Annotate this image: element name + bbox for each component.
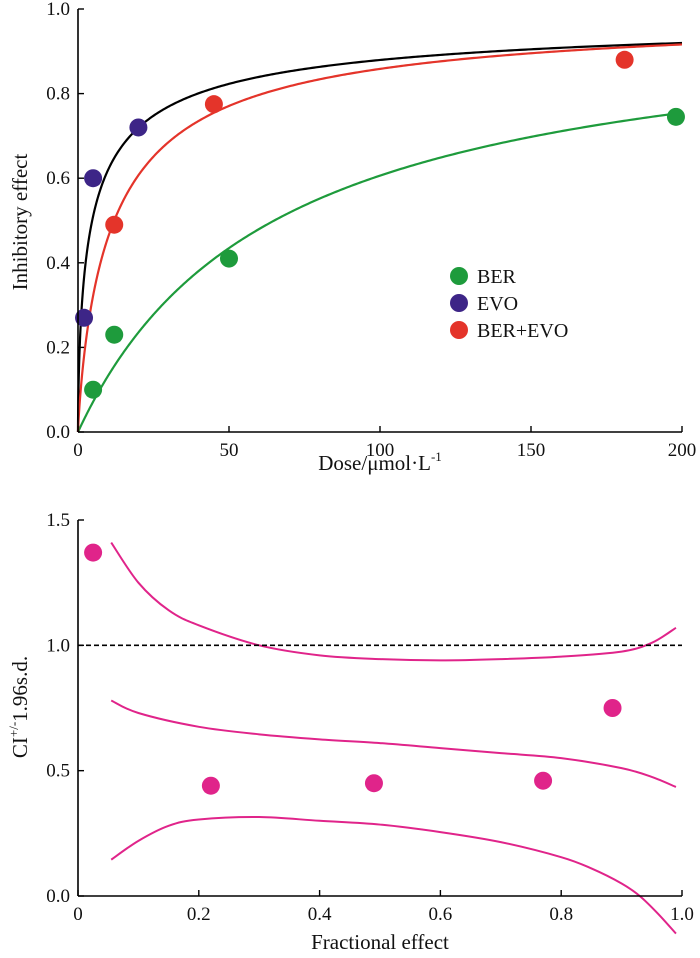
- ci-point: [364, 774, 383, 793]
- y-axis-title: Inhibitory effect: [8, 154, 32, 291]
- combination-index-chart: 0.0 0.5 1.0 1.5 0 0.2 0.4 0.6 0.8 1.0 Fractional…: [6, 510, 694, 954]
- legend-marker-ber: [450, 267, 468, 285]
- x-axis-title: Dose/μmol·L-1: [318, 449, 442, 475]
- x-tick-label: 0: [73, 440, 83, 461]
- x-tick-label: 50: [220, 440, 239, 461]
- point-evo: [129, 118, 148, 137]
- legend-marker-evo: [450, 294, 468, 312]
- y-tick-label: 0.8: [46, 84, 70, 105]
- x-ticks: 0 0.2 0.4 0.6 0.8 1.0: [73, 890, 694, 925]
- y-ticks: 0.0 0.5 1.0 1.5: [46, 510, 84, 907]
- y-tick-label: 0.2: [46, 337, 70, 358]
- x-ticks: 0 50 100 150 200: [73, 426, 696, 461]
- line-ci-mean: [110, 699, 677, 788]
- legend-label-ber: BER: [477, 266, 517, 288]
- x-tick-label: 150: [517, 440, 546, 461]
- dose-response-axes: [77, 9, 682, 433]
- y-ticks: 0.0 0.2 0.4 0.6 0.8 1.0: [46, 0, 84, 443]
- y-tick-label: 0.0: [46, 886, 70, 907]
- x-axis-title: Fractional effect: [311, 930, 449, 954]
- y-axis-title: CI+/-1.96s.d.: [6, 656, 32, 758]
- curve-ber-evo: [76, 43, 683, 433]
- x-tick-label: 0.8: [549, 904, 573, 925]
- y-tick-label: 0.0: [46, 422, 70, 443]
- dose-response-chart: 0.0 0.2 0.4 0.6 0.8 1.0 0 50 100 150 200 Dose/μmo…: [8, 0, 696, 475]
- y-tick-label: 0.4: [46, 253, 70, 274]
- point-ber: [666, 107, 685, 126]
- ci-point: [534, 771, 553, 790]
- ci-point: [603, 699, 622, 717]
- x-tick-label: 0.6: [429, 904, 453, 925]
- curve-ber: [76, 111, 683, 433]
- line-lower-bound: [110, 816, 677, 935]
- ci-axes: [77, 520, 682, 897]
- ci-points: [84, 543, 622, 795]
- ci-point: [201, 776, 220, 795]
- ci-point: [84, 543, 103, 562]
- point-ber-evo: [615, 50, 634, 69]
- x-tick-label: 1.0: [670, 904, 694, 925]
- dose-response-curves: [76, 41, 683, 433]
- point-evo: [75, 308, 94, 327]
- line-upper-bound: [110, 541, 677, 662]
- point-ber: [84, 380, 103, 399]
- curve-evo: [76, 41, 683, 432]
- x-tick-label: 0.4: [308, 904, 332, 925]
- ci-curves: [110, 541, 677, 935]
- x-tick-label: 200: [668, 440, 697, 461]
- point-ber: [105, 325, 124, 344]
- point-evo: [84, 169, 103, 188]
- y-tick-label: 1.0: [46, 635, 70, 656]
- legend: BER EVO BER+EVO: [450, 266, 568, 342]
- legend-label-ber-evo: BER+EVO: [477, 320, 568, 342]
- legend-label-evo: EVO: [477, 293, 518, 315]
- y-tick-label: 1.5: [46, 510, 70, 531]
- legend-marker-ber-evo: [450, 321, 468, 339]
- y-tick-label: 0.6: [46, 168, 70, 189]
- y-tick-label: 0.5: [46, 761, 70, 782]
- dose-response-points: [75, 50, 685, 399]
- x-tick-label: 100: [366, 440, 395, 461]
- point-ber: [220, 249, 238, 268]
- y-tick-label: 1.0: [46, 0, 70, 20]
- x-tick-label: 0.2: [187, 904, 211, 925]
- point-ber-evo: [105, 215, 124, 234]
- x-tick-label: 0: [73, 904, 83, 925]
- point-ber-evo: [204, 95, 223, 114]
